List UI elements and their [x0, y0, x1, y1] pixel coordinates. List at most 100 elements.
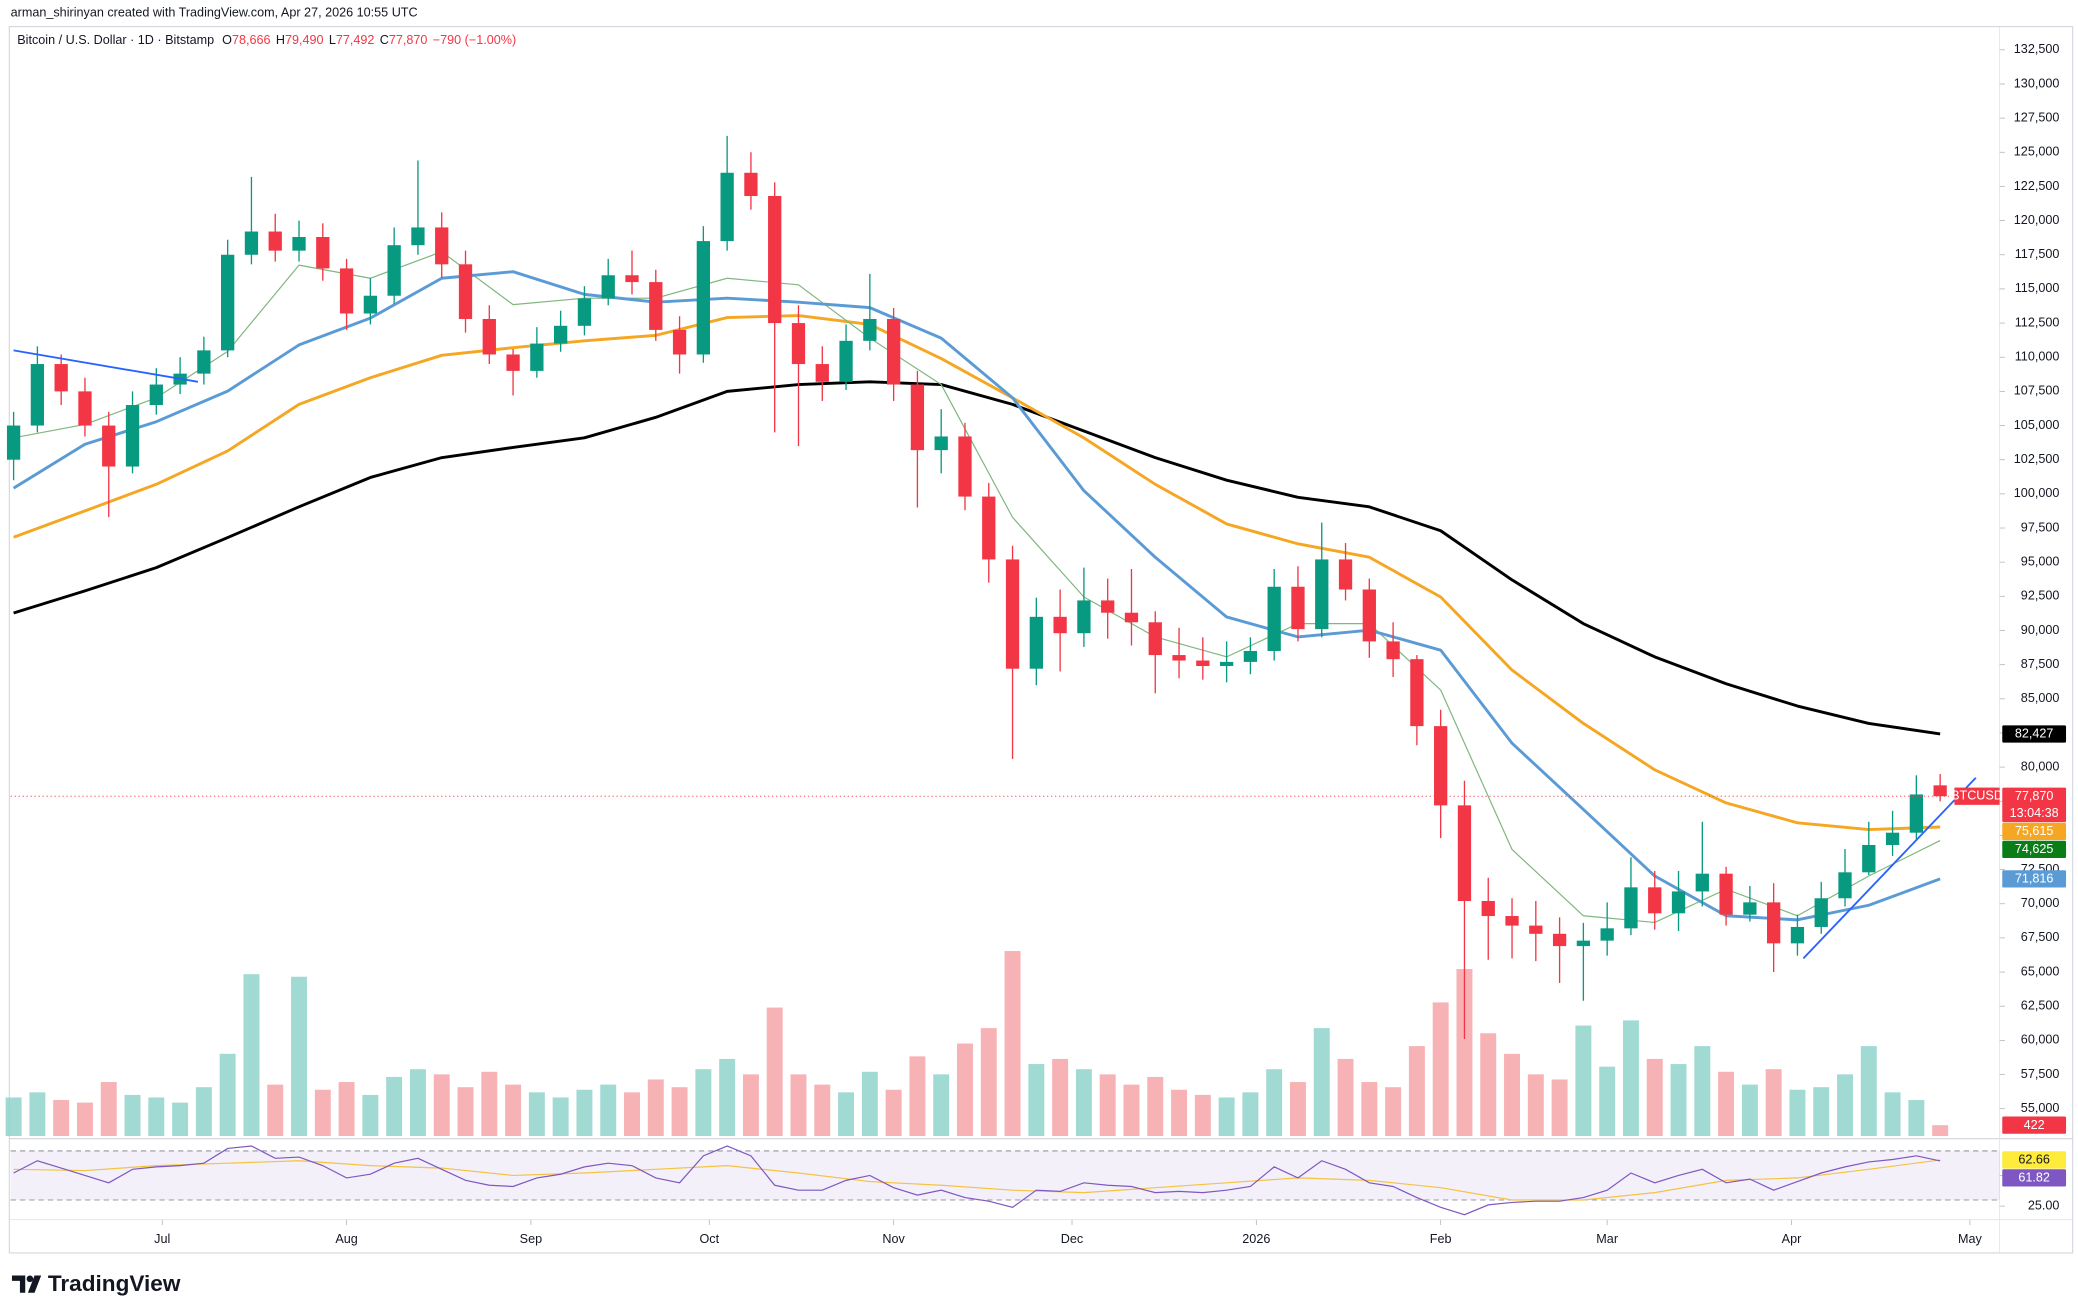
ohlc-key: H — [276, 34, 285, 48]
candle-body — [886, 318, 901, 385]
candle-body — [815, 364, 829, 382]
ma-value-tag-bg — [2002, 725, 2067, 743]
y-tick-label: 57,500 — [2021, 1067, 2060, 1081]
ma-value-tag: 74,625 — [2015, 842, 2054, 856]
volume-bar — [1289, 1082, 1306, 1137]
x-tick-label: 2026 — [1242, 1232, 1270, 1246]
x-tick-label: Mar — [1596, 1232, 1618, 1246]
volume-bar — [600, 1084, 617, 1137]
volume-bar — [1504, 1053, 1520, 1137]
candle-body — [1743, 902, 1757, 915]
x-tick-label: Feb — [1430, 1232, 1452, 1246]
volume-bar — [1218, 1097, 1235, 1137]
price-change: −790 (−1.00%) — [433, 34, 516, 48]
volume-bar — [1765, 1069, 1782, 1137]
volume-bar — [291, 976, 307, 1137]
candle-body — [672, 329, 687, 355]
candle-body — [1767, 902, 1781, 944]
logo-text: TradingView — [48, 1271, 181, 1296]
candle-body — [1457, 805, 1472, 902]
y-tick-label: 85,000 — [2021, 691, 2060, 705]
candle-body — [863, 318, 877, 341]
volume-bar — [1147, 1076, 1164, 1137]
candle-body — [1148, 622, 1162, 656]
ohlc-key: L — [329, 34, 336, 48]
candle-body — [221, 254, 235, 351]
volume-bar — [172, 1102, 189, 1137]
candle-body — [292, 236, 306, 251]
volume-bar — [1837, 1074, 1853, 1137]
x-tick-label: Apr — [1782, 1232, 1802, 1246]
ma-value-tag: 71,816 — [2015, 872, 2054, 886]
candle-body — [482, 318, 496, 355]
candle-body — [1529, 925, 1543, 934]
y-tick-label: 95,000 — [2021, 554, 2060, 568]
ma-value-tag-bg — [2002, 822, 2067, 841]
trendline — [13, 349, 199, 383]
candle-body — [1267, 586, 1281, 651]
volume-bar — [838, 1092, 855, 1137]
candle-body — [1862, 844, 1876, 873]
volume-bar — [1646, 1058, 1663, 1137]
volume-bar — [742, 1074, 759, 1137]
volume-bar — [457, 1087, 474, 1137]
last-price-tag-countdown: 13:04:38 — [2010, 806, 2059, 820]
volume-bar — [1337, 1058, 1354, 1137]
volume-bar — [1266, 1069, 1283, 1137]
x-tick-label: Nov — [882, 1232, 905, 1246]
candle-body — [1838, 872, 1852, 899]
volume-bar — [1599, 1066, 1616, 1137]
symbol: Bitcoin / U.S. Dollar · 1D · Bitstamp — [17, 34, 214, 48]
candle-body — [435, 227, 449, 265]
candle-body — [506, 354, 520, 371]
volume-bar — [1622, 1020, 1639, 1137]
volume-bar — [1908, 1100, 1925, 1137]
logo-mark — [11, 1275, 42, 1293]
y-tick-label: 65,000 — [2021, 964, 2060, 978]
candle-body — [125, 405, 140, 467]
candle-body — [696, 241, 710, 355]
y-tick-label: 120,000 — [2014, 213, 2060, 227]
last-price-tag: 77,870 — [2015, 789, 2054, 803]
moving-average — [13, 314, 1941, 832]
volume-bar — [1385, 1087, 1402, 1137]
volume-bar — [5, 1097, 22, 1137]
candle-body — [30, 364, 45, 426]
volume-bar — [766, 1007, 783, 1137]
candle-body — [1600, 928, 1614, 941]
logo-dot — [26, 1275, 34, 1283]
y-tick-label: 132,500 — [2014, 42, 2060, 56]
candle-body — [1291, 586, 1305, 630]
ma-value-tag-bg — [2002, 840, 2067, 858]
candle-body — [768, 196, 782, 324]
ma-value-tag-bg — [2002, 870, 2067, 888]
volume-bar — [1075, 1069, 1092, 1137]
volume-bar — [362, 1094, 379, 1137]
y-tick-label: 55,000 — [2021, 1101, 2060, 1115]
x-tick-label: Oct — [699, 1232, 719, 1246]
rsi-line — [13, 1145, 1941, 1216]
candle-body — [1005, 559, 1020, 669]
candle-body — [720, 172, 734, 242]
moving-average — [13, 380, 1941, 736]
volume-bar — [314, 1089, 331, 1137]
candle-body — [1719, 873, 1733, 915]
candle-body — [982, 496, 996, 560]
moving-average — [12, 270, 1941, 922]
author-line: arman_shirinyan created with TradingView… — [11, 6, 418, 20]
volume-bar — [861, 1071, 878, 1137]
candle-body — [268, 231, 282, 251]
volume-bar — [1789, 1089, 1806, 1137]
candle-body — [6, 425, 21, 460]
volume-bar — [124, 1094, 141, 1137]
candle-body — [1410, 659, 1424, 727]
volume-bar — [719, 1058, 736, 1137]
candle-body — [530, 343, 544, 371]
volume-bar — [1527, 1074, 1544, 1137]
volume-bar — [100, 1082, 117, 1137]
candle-body — [1481, 901, 1495, 917]
candle-body — [316, 236, 330, 269]
volume-bar — [624, 1092, 640, 1137]
candle-body — [411, 227, 425, 246]
candle-body — [1576, 940, 1591, 947]
